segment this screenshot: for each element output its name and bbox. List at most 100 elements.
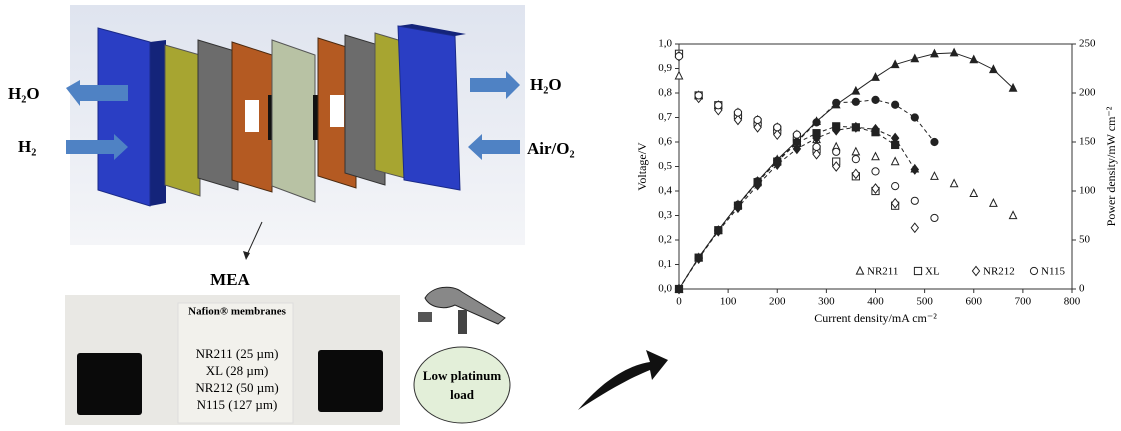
x-tick-label: 0 (676, 296, 682, 308)
end-plate (398, 26, 460, 190)
airbrush-part (418, 312, 432, 322)
point (970, 189, 977, 196)
point (931, 172, 938, 179)
label: H₂O (530, 75, 562, 94)
x-tick-label: 200 (769, 296, 786, 308)
x-tick-label: 300 (818, 296, 835, 308)
point (715, 227, 722, 234)
x-tick-label: 800 (1064, 296, 1081, 308)
point (774, 157, 781, 164)
point (675, 53, 682, 60)
point (793, 138, 800, 145)
legend-label: NR211 (867, 266, 898, 278)
legend-marker (914, 267, 921, 274)
y-tick-label: 0,5 (658, 160, 672, 172)
label: NR212 (50 µm) (195, 380, 278, 395)
y-tick-label: 0,4 (658, 185, 672, 197)
y-axis-title: Voltage/V (635, 142, 649, 191)
y2-tick-label: 100 (1079, 185, 1096, 197)
point (951, 49, 958, 56)
point (813, 119, 820, 126)
airbrush-handle (458, 310, 467, 334)
label: Air/O₂ (527, 139, 575, 158)
point (892, 183, 899, 190)
point (872, 168, 879, 175)
end-plate-side (150, 40, 166, 206)
point (754, 116, 761, 123)
label: Nafion® membranes (188, 306, 286, 318)
label: load (450, 387, 475, 402)
figure: H₂O H₂ H₂O Air/O₂ MEA Nafion® membranes … (0, 0, 1121, 426)
point (911, 223, 918, 232)
point (695, 254, 702, 261)
point (892, 101, 899, 108)
y-tick-label: 0,1 (658, 258, 672, 270)
point (872, 73, 879, 80)
y-tick-label: 0,8 (658, 87, 672, 99)
y-tick-label: 1,0 (658, 38, 672, 50)
point (675, 72, 682, 79)
legend-marker (972, 266, 979, 275)
point (872, 153, 879, 160)
x-tick-label: 700 (1015, 296, 1032, 308)
point (774, 124, 781, 131)
point (872, 96, 879, 103)
y2-tick-label: 150 (1079, 136, 1096, 148)
power-line (679, 100, 934, 289)
electrode (77, 353, 142, 415)
x-tick-label: 100 (720, 296, 737, 308)
point (852, 148, 859, 155)
y2-axis-title: Power density/mW cm⁻² (1104, 106, 1118, 226)
curved-arrow (578, 350, 668, 410)
point (911, 165, 918, 174)
x-tick-label: 500 (916, 296, 933, 308)
point (734, 109, 741, 116)
y-tick-label: 0,0 (658, 283, 672, 295)
point (715, 102, 722, 109)
point (990, 65, 997, 72)
legend-label: XL (925, 266, 940, 278)
legend-marker (856, 267, 863, 274)
x-axis-title: Current density/mA cm⁻² (814, 311, 937, 325)
point (852, 98, 859, 105)
mea-photo: Nafion® membranes NR211 (25 µm) XL (28 µ… (65, 295, 400, 425)
y2-tick-label: 50 (1079, 234, 1091, 246)
window (245, 100, 259, 132)
electrode (318, 350, 383, 412)
point (833, 148, 840, 155)
y-tick-label: 0,7 (658, 111, 672, 123)
label: NR211 (25 µm) (196, 346, 279, 361)
x-tick-label: 600 (966, 296, 983, 308)
label: H₂O (8, 84, 40, 103)
y-tick-label: 0,6 (658, 136, 672, 148)
airbrush-icon: Low platinum load (414, 287, 668, 423)
label: XL (28 µm) (206, 363, 269, 378)
point (793, 131, 800, 138)
point (990, 199, 997, 206)
end-plate (98, 28, 150, 206)
power-line (679, 53, 1013, 289)
label: MEA (210, 270, 250, 289)
point (734, 201, 741, 208)
legend-marker (1030, 267, 1037, 274)
point (911, 197, 918, 204)
point (931, 138, 938, 145)
point (754, 178, 761, 185)
point (695, 92, 702, 99)
point (852, 156, 859, 163)
label: H₂ (18, 137, 36, 156)
bubble (414, 347, 510, 423)
legend-label: N115 (1041, 266, 1066, 278)
y2-tick-label: 250 (1079, 38, 1096, 50)
point (852, 87, 859, 94)
point (911, 114, 918, 121)
point (813, 143, 820, 150)
fuel-cell-diagram: H₂O H₂ H₂O Air/O₂ MEA (8, 5, 575, 289)
x-tick-label: 400 (867, 296, 884, 308)
point (931, 214, 938, 221)
point (1009, 211, 1016, 218)
y-tick-label: 0,3 (658, 209, 672, 221)
point (892, 158, 899, 165)
point (675, 285, 682, 292)
